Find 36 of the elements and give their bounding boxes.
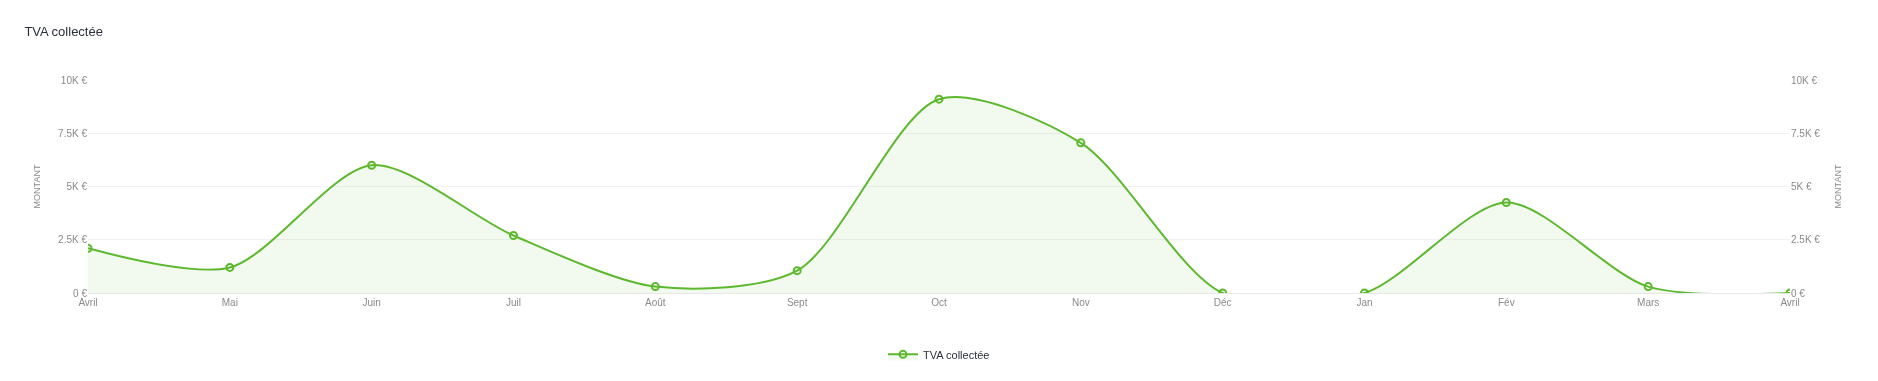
point — [1076, 138, 1086, 148]
x-tick-label: Nov — [1071, 297, 1090, 308]
x-tick-label: Mai — [221, 297, 238, 308]
y-tick-label: 10K € — [60, 74, 88, 86]
y-tick-label: 7.5K € — [58, 127, 88, 139]
y-tick-label: 0 € — [73, 287, 88, 299]
point — [509, 230, 518, 240]
x-tick-label: Jan — [1356, 297, 1373, 308]
point — [367, 160, 377, 170]
x-tick-label: Mars — [1637, 297, 1660, 308]
y-tick-label: 5K € — [66, 181, 88, 192]
y2-tick-label: 7.5K € — [1791, 127, 1821, 139]
point — [1501, 197, 1511, 207]
x-tick-label: Août — [645, 297, 666, 308]
x-tick-label: Oct — [931, 297, 947, 308]
legend-label: TVA collectée — [923, 348, 990, 361]
y2-tick-label: 5K € — [1791, 181, 1813, 192]
x-tick-label: Juin — [362, 297, 381, 308]
x-tick-label: Avril — [78, 297, 98, 308]
x-tick-label: Fév — [1497, 297, 1515, 308]
y-axis-title: MONTANT — [32, 164, 43, 209]
x-tick-label: Déc — [1213, 297, 1232, 308]
point — [650, 282, 660, 292]
y-tick-label: 2.5K € — [58, 234, 88, 246]
x-tick-label: Juil — [505, 297, 522, 308]
y2-tick-label: 0 € — [1791, 287, 1806, 299]
y2-tick-label: 2.5K € — [1791, 234, 1821, 246]
y2-axis-title: MONTANT — [1833, 164, 1844, 209]
x-tick-label: Avril — [1780, 297, 1800, 308]
chart-title: TVA collectée — [24, 23, 103, 39]
point — [1643, 282, 1653, 292]
x-tick-label: Sept — [786, 297, 808, 308]
point — [934, 94, 944, 104]
point — [792, 266, 802, 276]
y2-tick-label: 10K € — [1791, 74, 1818, 86]
point — [225, 262, 235, 272]
